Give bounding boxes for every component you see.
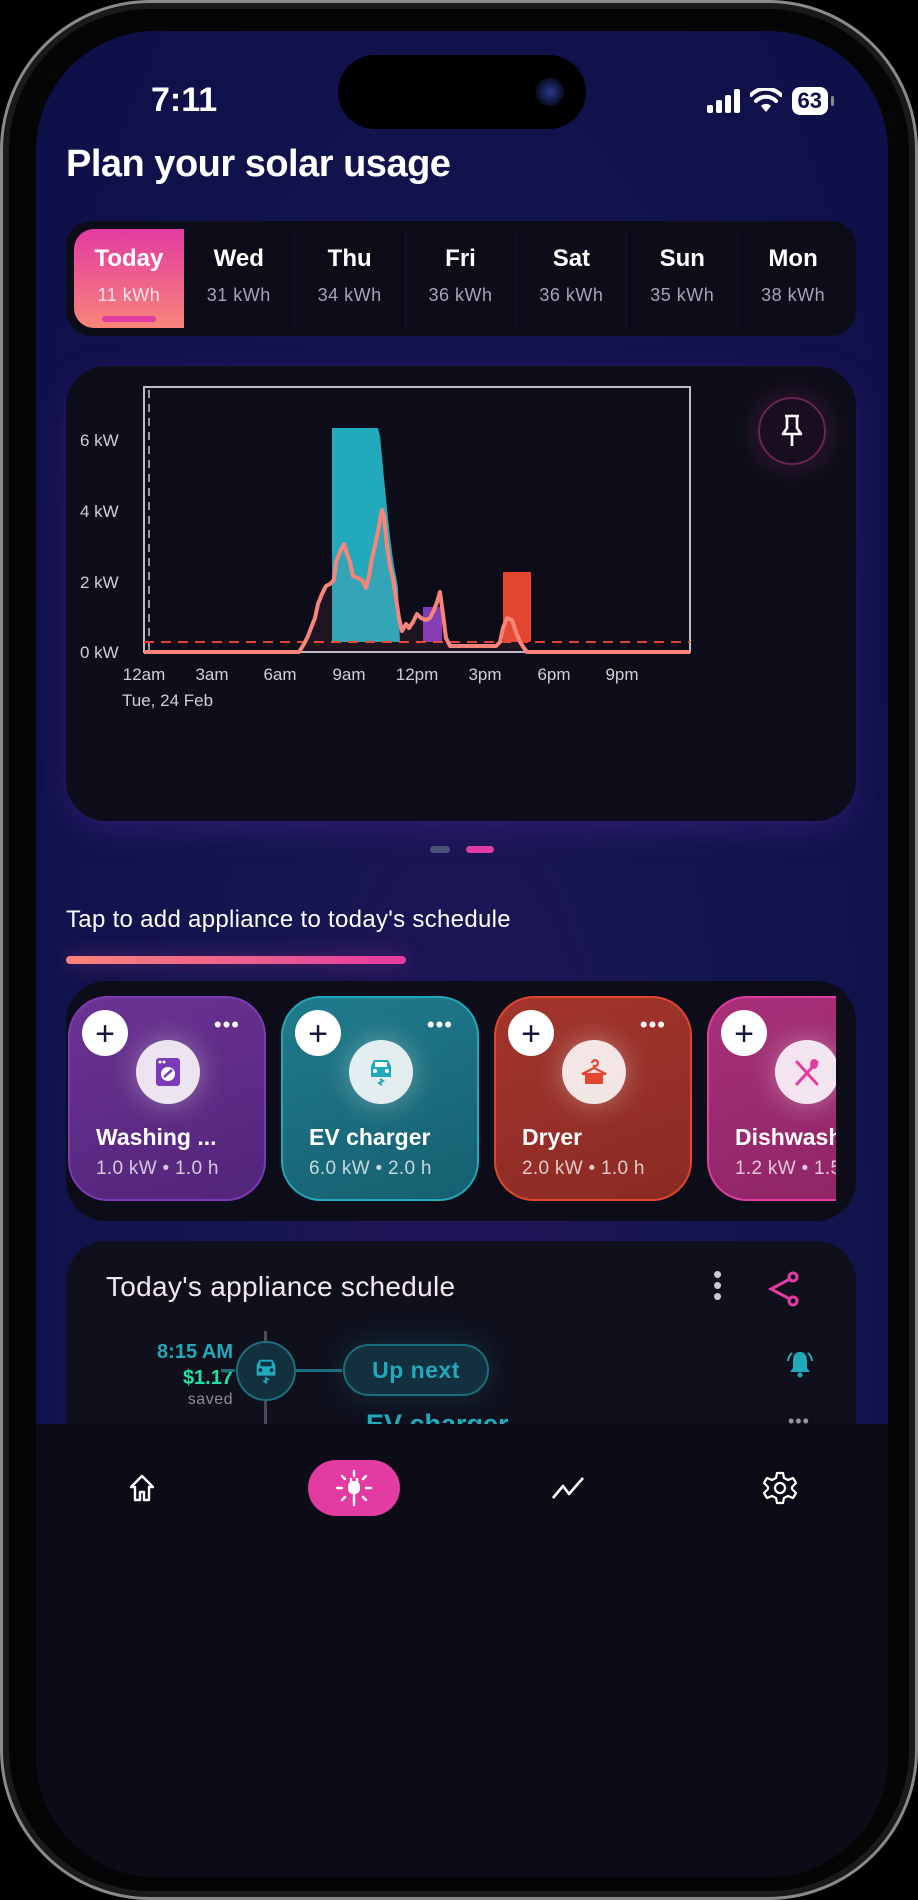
ev-car-icon (236, 1341, 296, 1401)
timeline-tick (296, 1369, 342, 1372)
up-next-badge: Up next (343, 1344, 489, 1396)
camera-icon (536, 78, 564, 106)
add-dishwasher-button[interactable]: + (721, 1010, 767, 1056)
appliance-spec: 1.0 kW • 1.0 h (96, 1158, 219, 1179)
plot-frame (143, 386, 691, 653)
dynamic-island (338, 55, 586, 129)
y-tick-0: 0 kW (80, 643, 119, 662)
battery-indicator: 63 (791, 87, 835, 115)
x-tick: 6am (263, 665, 296, 684)
timeline-tick (221, 1369, 235, 1372)
page-dot-active[interactable] (466, 846, 494, 853)
wifi-icon (749, 88, 782, 112)
page-dot[interactable] (430, 846, 450, 853)
x-tick: 3am (195, 665, 228, 684)
hanger-icon (562, 1040, 626, 1104)
add-ev-charger-button[interactable]: + (295, 1010, 341, 1056)
add-dryer-button[interactable]: + (508, 1010, 554, 1056)
day-selector: Today 11 kWh Wed 31 kWh Thu 34 kWh Fri 36 kW… (66, 221, 856, 336)
appliance-name: Dishwasher (735, 1124, 836, 1150)
hint-underline (66, 956, 406, 964)
page-title: Plan your solar usage (66, 143, 451, 185)
app-screen: 7:11 63 Plan your solar usage Today 11 kW… (36, 31, 888, 1877)
cellular-signal-icon (706, 89, 740, 113)
appliance-card-ev-charger[interactable]: + ••• EV charger 6.0 kW • 2.0 h (281, 996, 479, 1201)
appliance-card-washing-machine[interactable]: + ••• Washing ... 1.0 kW • 1.0 h (68, 996, 266, 1201)
x-tick: 12pm (396, 665, 439, 684)
day-tab-today[interactable]: Today 11 kWh (74, 229, 184, 328)
day-tab-fri[interactable]: Fri 36 kWh (406, 229, 517, 328)
day-tab-thu[interactable]: Thu 34 kWh (295, 229, 406, 328)
nav-home[interactable] (96, 1460, 188, 1516)
schedule-title: Today's appliance schedule (106, 1271, 456, 1302)
x-tick: 3pm (468, 665, 501, 684)
appliance-spec: 2.0 kW • 1.0 h (522, 1158, 645, 1179)
nav-settings[interactable] (734, 1460, 826, 1516)
y-tick-4: 4 kW (80, 502, 119, 521)
appliance-card-dryer[interactable]: + ••• Dryer 2.0 kW • 1.0 h (494, 996, 692, 1201)
x-tick: 6pm (537, 665, 570, 684)
chart-pagination (36, 846, 888, 853)
x-tick: 9pm (605, 665, 638, 684)
home-icon (129, 1474, 155, 1502)
bottom-nav (36, 1424, 888, 1877)
trend-chart-icon (552, 1477, 584, 1499)
x-tick: 9am (332, 665, 365, 684)
bell-icon[interactable] (784, 1349, 816, 1379)
y-tick-2: 2 kW (80, 573, 119, 592)
appliance-hint: Tap to add appliance to today's schedule (66, 906, 511, 933)
pin-button[interactable] (758, 397, 826, 465)
entry-saved-label: saved (187, 1391, 233, 1408)
ev-charger-bar (332, 428, 378, 642)
appliance-name: Washing ... (96, 1124, 217, 1150)
x-tick: 12am (123, 665, 166, 684)
washing-machine-icon (136, 1040, 200, 1104)
settings-gear-icon (763, 1471, 797, 1505)
entry-time: 8:15 AM (157, 1341, 233, 1363)
vertical-dots-icon[interactable]: • • • (713, 1259, 723, 1311)
more-options-icon[interactable]: ••• (213, 1012, 240, 1037)
solar-chart: 0 kW 2 kW 4 kW 6 kW 12am 3am 6am 9am 12p… (80, 386, 691, 710)
utensils-icon (775, 1040, 836, 1104)
status-bar: 7:11 63 (36, 81, 888, 121)
day-tab-wed[interactable]: Wed 31 kWh (184, 229, 295, 328)
more-options-icon[interactable]: ••• (639, 1012, 666, 1037)
appliance-name: Dryer (522, 1124, 583, 1150)
appliance-tray: + ••• Washing ... 1.0 kW • 1.0 h + ••• E… (66, 981, 856, 1221)
washing-machine-bar (423, 607, 442, 642)
chart-date-label: Tue, 24 Feb (122, 691, 213, 710)
ev-car-icon (349, 1040, 413, 1104)
solar-plug-icon (335, 1469, 373, 1507)
appliance-name: EV charger (309, 1124, 431, 1150)
share-icon[interactable] (766, 1271, 800, 1307)
day-tab-sat[interactable]: Sat 36 kWh (516, 229, 628, 328)
nav-solar-planner[interactable] (308, 1460, 400, 1516)
day-tab-mon[interactable]: Mon 38 kWh (761, 245, 826, 305)
day-tab-sun[interactable]: Sun 35 kWh (627, 229, 739, 328)
more-options-icon[interactable]: ••• (426, 1012, 453, 1037)
pin-icon (781, 414, 803, 446)
add-washing-machine-button[interactable]: + (82, 1010, 128, 1056)
selected-indicator (101, 316, 156, 322)
solar-generation-line (144, 508, 690, 654)
appliance-carousel[interactable]: + ••• Washing ... 1.0 kW • 1.0 h + ••• E… (66, 996, 836, 1206)
appliance-card-dishwasher[interactable]: + Dishwasher 1.2 kW • 1.5 h (707, 996, 836, 1201)
y-tick-6: 6 kW (80, 431, 119, 450)
nav-insights[interactable] (522, 1460, 614, 1516)
status-time: 7:11 (151, 81, 218, 119)
appliance-spec: 1.2 kW • 1.5 h (735, 1158, 836, 1179)
entry-savings: $1.17 (182, 1367, 233, 1389)
appliance-spec: 6.0 kW • 2.0 h (309, 1158, 432, 1179)
solar-chart-card[interactable]: 0 kW 2 kW 4 kW 6 kW 12am 3am 6am 9am 12p… (66, 366, 856, 821)
